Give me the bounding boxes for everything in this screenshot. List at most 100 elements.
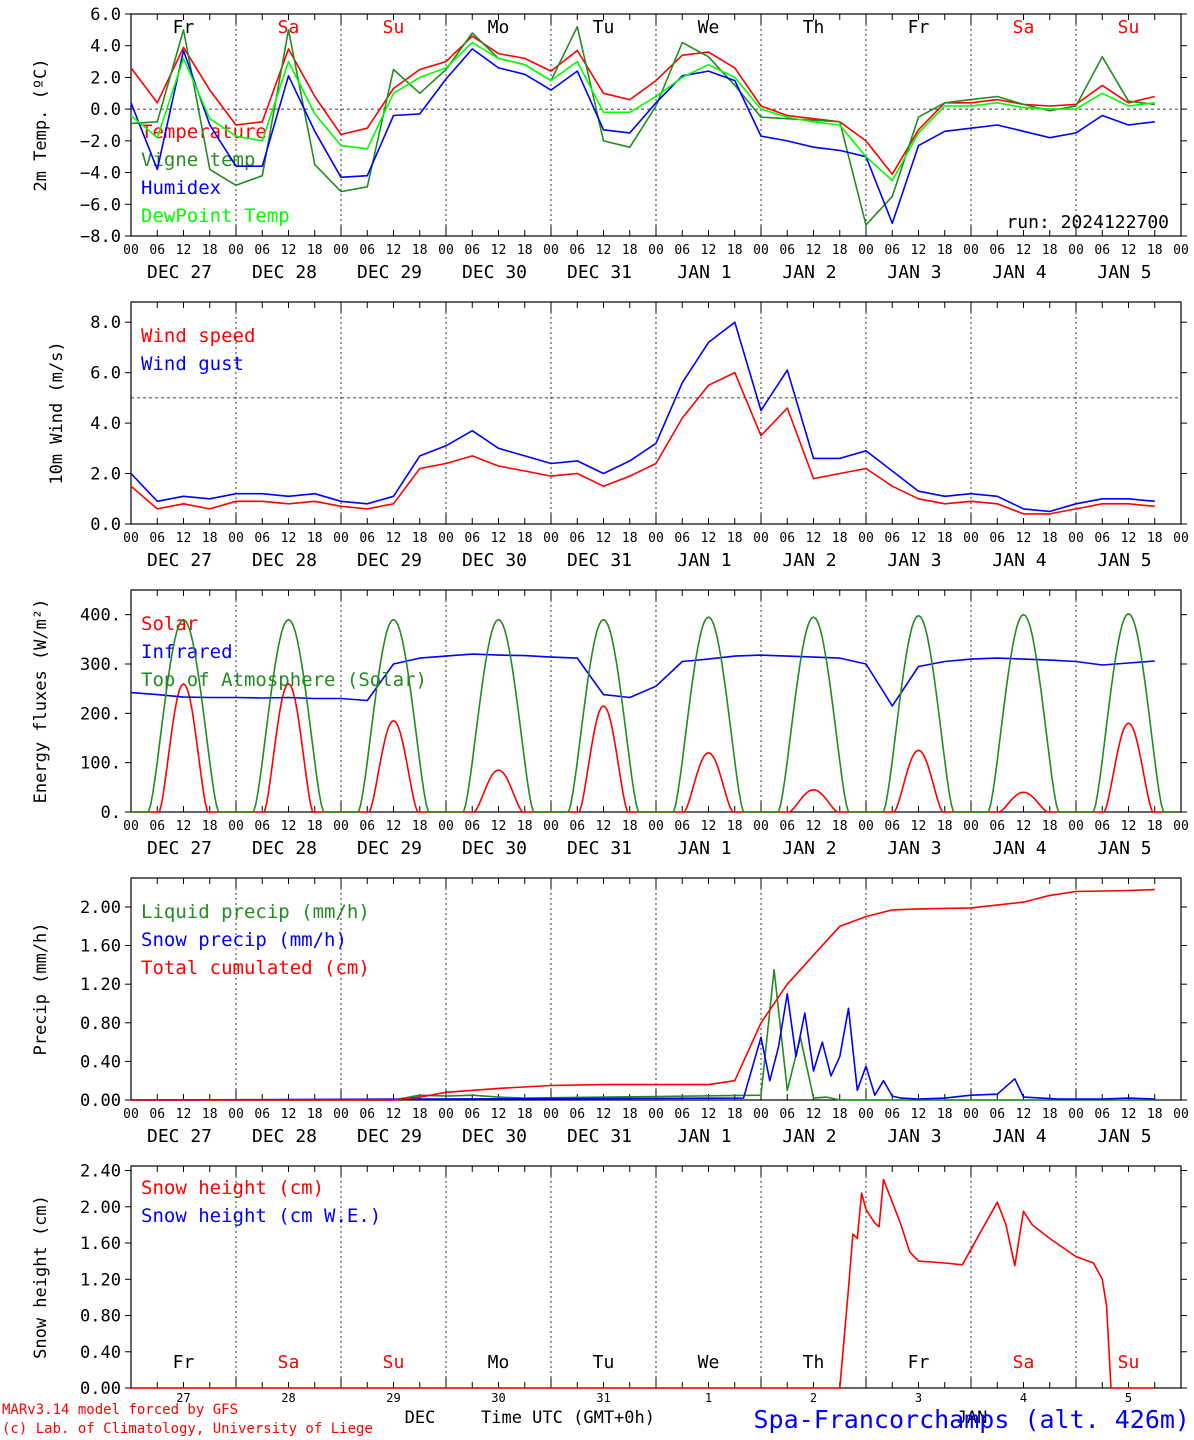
hour-tick-label: 00: [1173, 1107, 1189, 1122]
hour-tick-label: 06: [464, 243, 480, 258]
date-label: DEC 31: [567, 838, 632, 859]
hour-tick-label: 00: [228, 1107, 244, 1122]
legend-entry: Vigne temp: [141, 149, 255, 171]
series-line-2: [130, 48, 1155, 225]
hour-tick-label: 00: [648, 531, 664, 546]
legend-entry: Humidex: [141, 177, 221, 199]
weekday-label: Su: [1118, 1352, 1140, 1373]
y-tick-label: 0.0: [90, 515, 121, 535]
hour-tick-label: 12: [806, 531, 822, 546]
weekday-label: Su: [1118, 17, 1140, 38]
day-number-label: 2: [810, 1391, 817, 1405]
hour-tick-label: 06: [254, 243, 270, 258]
y-tick-label: 2.00: [80, 898, 121, 918]
y-tick-label: 2.00: [80, 1198, 121, 1218]
legend-entry: DewPoint Temp: [141, 205, 290, 227]
hour-tick-label: 00: [963, 819, 979, 834]
hour-tick-label: 00: [123, 819, 139, 834]
date-label: DEC 28: [252, 550, 317, 571]
hour-tick-label: 00: [438, 1107, 454, 1122]
date-label: DEC 30: [462, 1126, 527, 1147]
hour-tick-label: 12: [701, 243, 717, 258]
y-tick-label: 0.80: [80, 1014, 121, 1034]
hour-tick-label: 18: [832, 243, 848, 258]
date-label: JAN 3: [887, 1126, 941, 1147]
date-label: DEC 28: [252, 262, 317, 283]
weekday-label: Sa: [1013, 17, 1035, 38]
y-tick-label: 400.: [80, 606, 121, 626]
y-tick-label: 2.0: [90, 68, 121, 88]
date-label: JAN 3: [887, 550, 941, 571]
hour-tick-label: 00: [753, 1107, 769, 1122]
hour-tick-label: 18: [622, 1107, 638, 1122]
hour-tick-label: 00: [648, 243, 664, 258]
y-tick-label: 2.0: [90, 465, 121, 485]
weekday-label: We: [698, 1352, 720, 1373]
hour-tick-label: 00: [648, 819, 664, 834]
y-tick-label: −6.0: [80, 195, 121, 215]
hour-tick-label: 06: [674, 243, 690, 258]
y-tick-label: −2.0: [80, 132, 121, 152]
series-line-3: [130, 41, 1155, 182]
hour-tick-label: 06: [359, 531, 375, 546]
day-number-label: 30: [491, 1391, 505, 1405]
day-number-label: 31: [596, 1391, 610, 1405]
hour-tick-label: 12: [701, 819, 717, 834]
date-label: JAN 2: [782, 262, 836, 283]
date-label: JAN 2: [782, 1126, 836, 1147]
hour-tick-label: 18: [307, 819, 323, 834]
hour-tick-label: 18: [622, 819, 638, 834]
weekday-label: Tu: [593, 17, 615, 38]
y-tick-label: 1.20: [80, 1270, 121, 1290]
hour-tick-label: 00: [753, 819, 769, 834]
series-line-2: [131, 612, 1179, 813]
hour-tick-label: 06: [359, 1107, 375, 1122]
hour-tick-label: 18: [307, 243, 323, 258]
legend-entry: Liquid precip (mm/h): [141, 901, 370, 923]
series-line-1: [130, 993, 1155, 1101]
hour-tick-label: 18: [1147, 819, 1163, 834]
y-axis-label: Precip (mm/h): [31, 922, 51, 1055]
hour-tick-label: 00: [228, 819, 244, 834]
hour-tick-label: 00: [543, 1107, 559, 1122]
y-tick-label: 0.: [101, 803, 121, 823]
month-label-dec: DEC: [405, 1408, 436, 1428]
weekday-label: Su: [383, 1352, 405, 1373]
legend-entry: Wind speed: [141, 325, 255, 347]
hour-tick-label: 06: [1094, 1107, 1110, 1122]
weekday-label: Tu: [593, 1352, 615, 1373]
y-axis-label: Snow height (cm): [31, 1195, 51, 1359]
hour-tick-label: 06: [149, 819, 165, 834]
weekday-label: Fr: [908, 17, 930, 38]
hour-tick-label: 00: [333, 243, 349, 258]
y-tick-label: 4.0: [90, 37, 121, 57]
legend-entry: Snow height (cm W.E.): [141, 1205, 381, 1227]
hour-tick-label: 06: [149, 531, 165, 546]
hour-tick-label: 18: [517, 243, 533, 258]
weekday-label: Fr: [173, 17, 195, 38]
legend-entry: Wind gust: [141, 353, 244, 375]
legend-entry: Snow height (cm): [141, 1177, 324, 1199]
date-label: JAN 4: [992, 262, 1046, 283]
hour-tick-label: 06: [569, 243, 585, 258]
date-label: JAN 1: [677, 838, 731, 859]
hour-tick-label: 00: [333, 1107, 349, 1122]
hour-tick-label: 12: [281, 819, 297, 834]
hour-tick-label: 00: [1068, 531, 1084, 546]
hour-tick-label: 00: [123, 1107, 139, 1122]
hour-tick-label: 12: [491, 243, 507, 258]
date-label: JAN 4: [992, 1126, 1046, 1147]
legend-entry: Solar: [141, 613, 198, 635]
hour-tick-label: 06: [569, 531, 585, 546]
hour-tick-label: 12: [386, 1107, 402, 1122]
hour-tick-label: 12: [911, 243, 927, 258]
hour-tick-label: 00: [1068, 819, 1084, 834]
y-tick-label: 2.40: [80, 1162, 121, 1182]
hour-tick-label: 12: [806, 1107, 822, 1122]
hour-tick-label: 00: [858, 243, 874, 258]
date-label: DEC 29: [357, 1126, 422, 1147]
y-tick-label: 0.40: [80, 1343, 121, 1363]
hour-tick-label: 12: [596, 531, 612, 546]
hour-tick-label: 00: [333, 531, 349, 546]
